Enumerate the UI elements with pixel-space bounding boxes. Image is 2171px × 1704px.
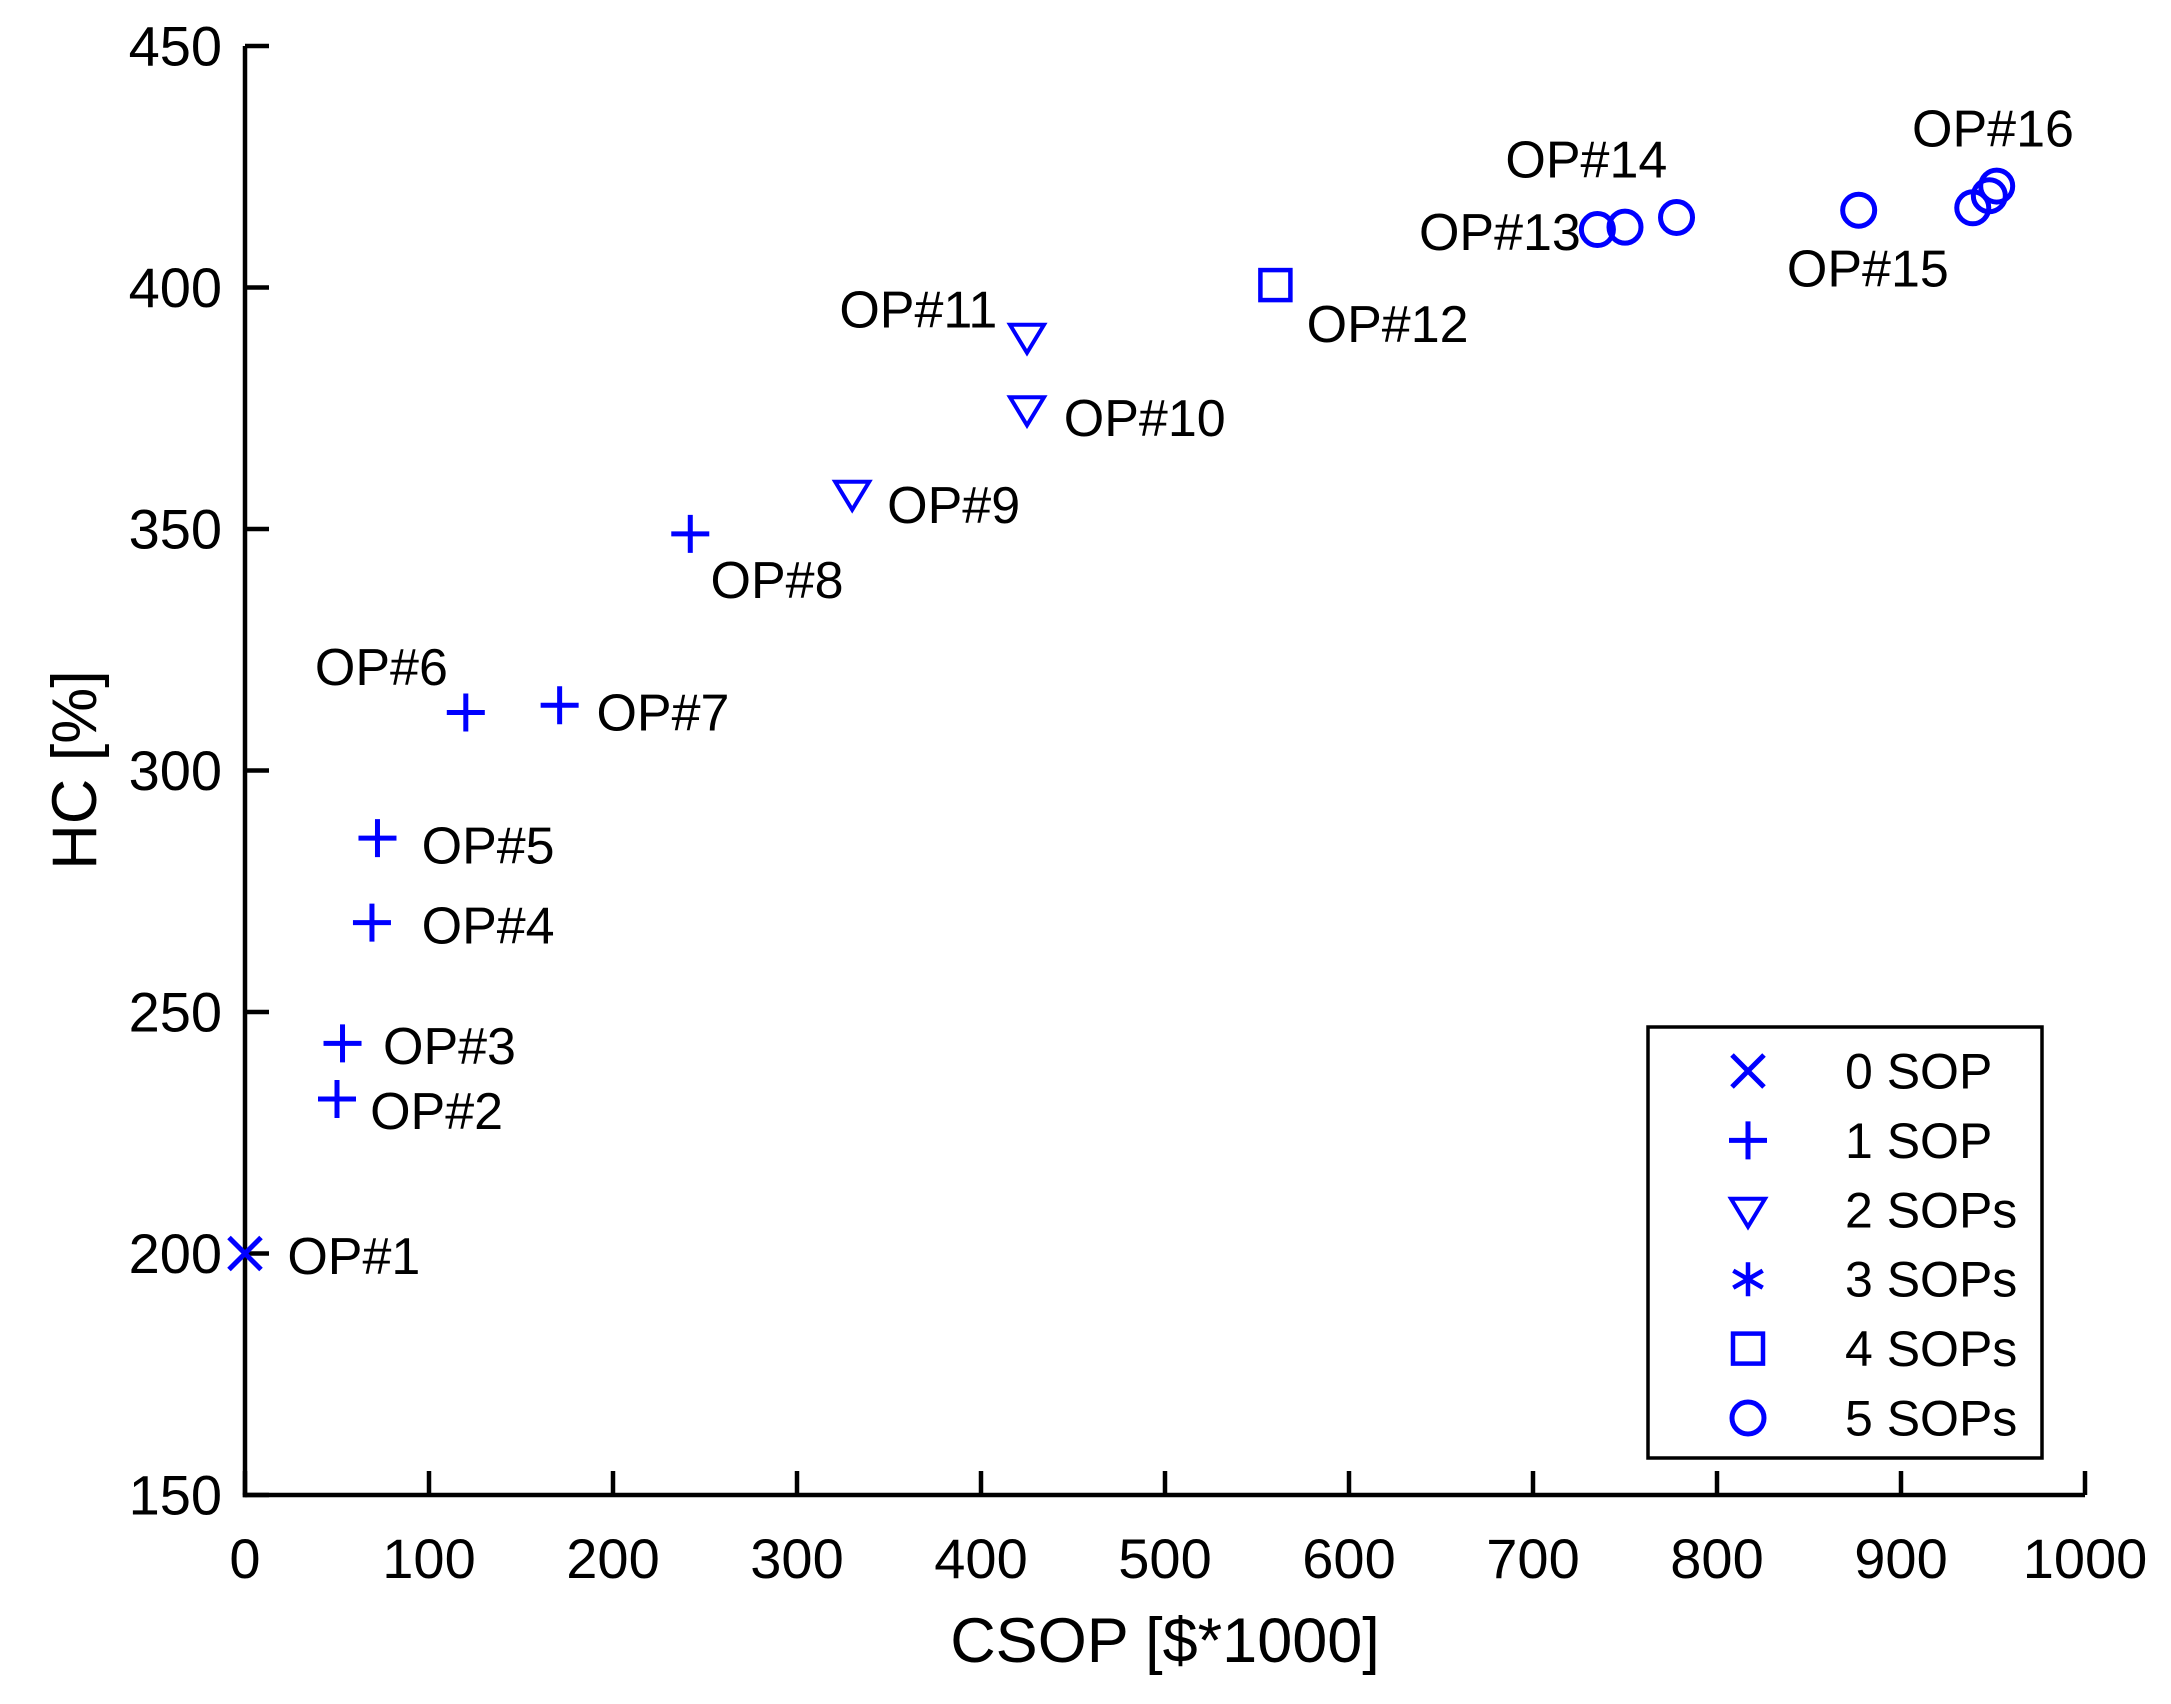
marker-x-icon [1730,1053,1766,1089]
axes-layer: 0 100 200 300 400 500 600 700 800 900 1000 150 200 25… [129,15,2148,1590]
point-label: OP#2 [370,1083,503,1141]
x-tick-label: 300 [750,1527,843,1590]
marker-circle-icon [1658,198,1696,236]
legend-entry-label: 3 SOPs [1845,1252,2017,1308]
legend-box [1646,1025,2044,1460]
point-label: OP#16 [1912,100,2074,158]
marker-plus-icon [358,819,397,858]
marker-circle-icon [1729,1399,1767,1437]
marker-asterisk-icon [1732,1262,1764,1297]
legend-entry-label: 4 SOPs [1845,1321,2017,1377]
marker-circle-icon [1970,177,2008,215]
x-tick-label: 400 [934,1527,1027,1590]
annotation-layer: OP#1 OP#2 OP#3 OP#4 OP#5 OP#6 OP#7 OP#8 OP#9 OP#1… [287,100,2074,1286]
x-tick-label: 100 [382,1527,475,1590]
x-tick-label: 200 [566,1527,659,1590]
marker-square-icon [1730,1331,1766,1366]
marker-triangle-down-icon [1006,395,1048,430]
legend-entry-label: 2 SOPs [1845,1182,2017,1238]
x-tick-label: 700 [1486,1527,1579,1590]
marker-circle-icon [1606,208,1644,246]
y-tick-label: 400 [129,256,222,319]
marker-circle-icon [1978,167,2016,205]
marker-x-icon [227,1235,263,1272]
point-label: OP#3 [383,1018,516,1076]
point-label: OP#12 [1307,296,1469,354]
point-label: OP#6 [315,639,448,697]
marker-circle-icon [1578,211,1616,249]
legend-entry-label: 0 SOP [1845,1044,1992,1100]
legend-entry-label: 5 SOPs [1845,1391,2017,1447]
x-tick-label: 600 [1302,1527,1395,1590]
x-tick-label: 500 [1118,1527,1211,1590]
data-layer [227,167,2016,1272]
marker-plus-icon [671,514,710,553]
y-axis-label: HC [%] [40,670,110,870]
y-tick-label: 150 [129,1464,222,1527]
point-label: OP#8 [711,552,844,610]
point-label: OP#7 [596,685,729,743]
point-label: OP#4 [422,897,555,955]
marker-triangle-down-icon [831,479,873,514]
y-tick-label: 200 [129,1222,222,1285]
marker-plus-icon [1729,1121,1767,1160]
legend-entry-label: 1 SOP [1845,1113,1992,1169]
marker-circle-icon [1840,191,1878,229]
point-label: OP#1 [287,1228,420,1286]
legend-layer: 0 SOP 1 SOP 2 SOPs 3 SOPs 4 SOPs 5 SOPs [1646,1025,2044,1460]
point-label: OP#11 [839,281,997,339]
x-axis-label: CSOP [$*1000] [950,1606,1380,1676]
y-tick-label: 300 [129,739,222,802]
marker-plus-icon [540,686,579,725]
x-tick-label: 900 [1854,1527,1947,1590]
x-tick-label: 0 [229,1527,260,1590]
marker-plus-icon [323,1024,362,1063]
marker-plus-icon [352,903,391,942]
marker-triangle-down-icon [1006,322,1048,357]
point-label: OP#13 [1419,204,1581,262]
point-label: OP#15 [1787,240,1949,298]
point-label: OP#5 [422,818,555,876]
x-tick-label: 1000 [2023,1527,2148,1590]
marker-plus-icon [318,1079,356,1118]
marker-plus-icon [446,693,485,732]
point-label: OP#14 [1505,132,1667,190]
point-label: OP#9 [887,477,1020,535]
marker-triangle-down-icon [1727,1196,1769,1231]
x-tick-label: 800 [1670,1527,1763,1590]
y-tick-label: 350 [129,498,222,561]
point-label: OP#10 [1064,390,1226,448]
y-tick-label: 250 [129,981,222,1044]
y-tick-label: 450 [129,15,222,78]
marker-square-icon [1258,267,1293,303]
